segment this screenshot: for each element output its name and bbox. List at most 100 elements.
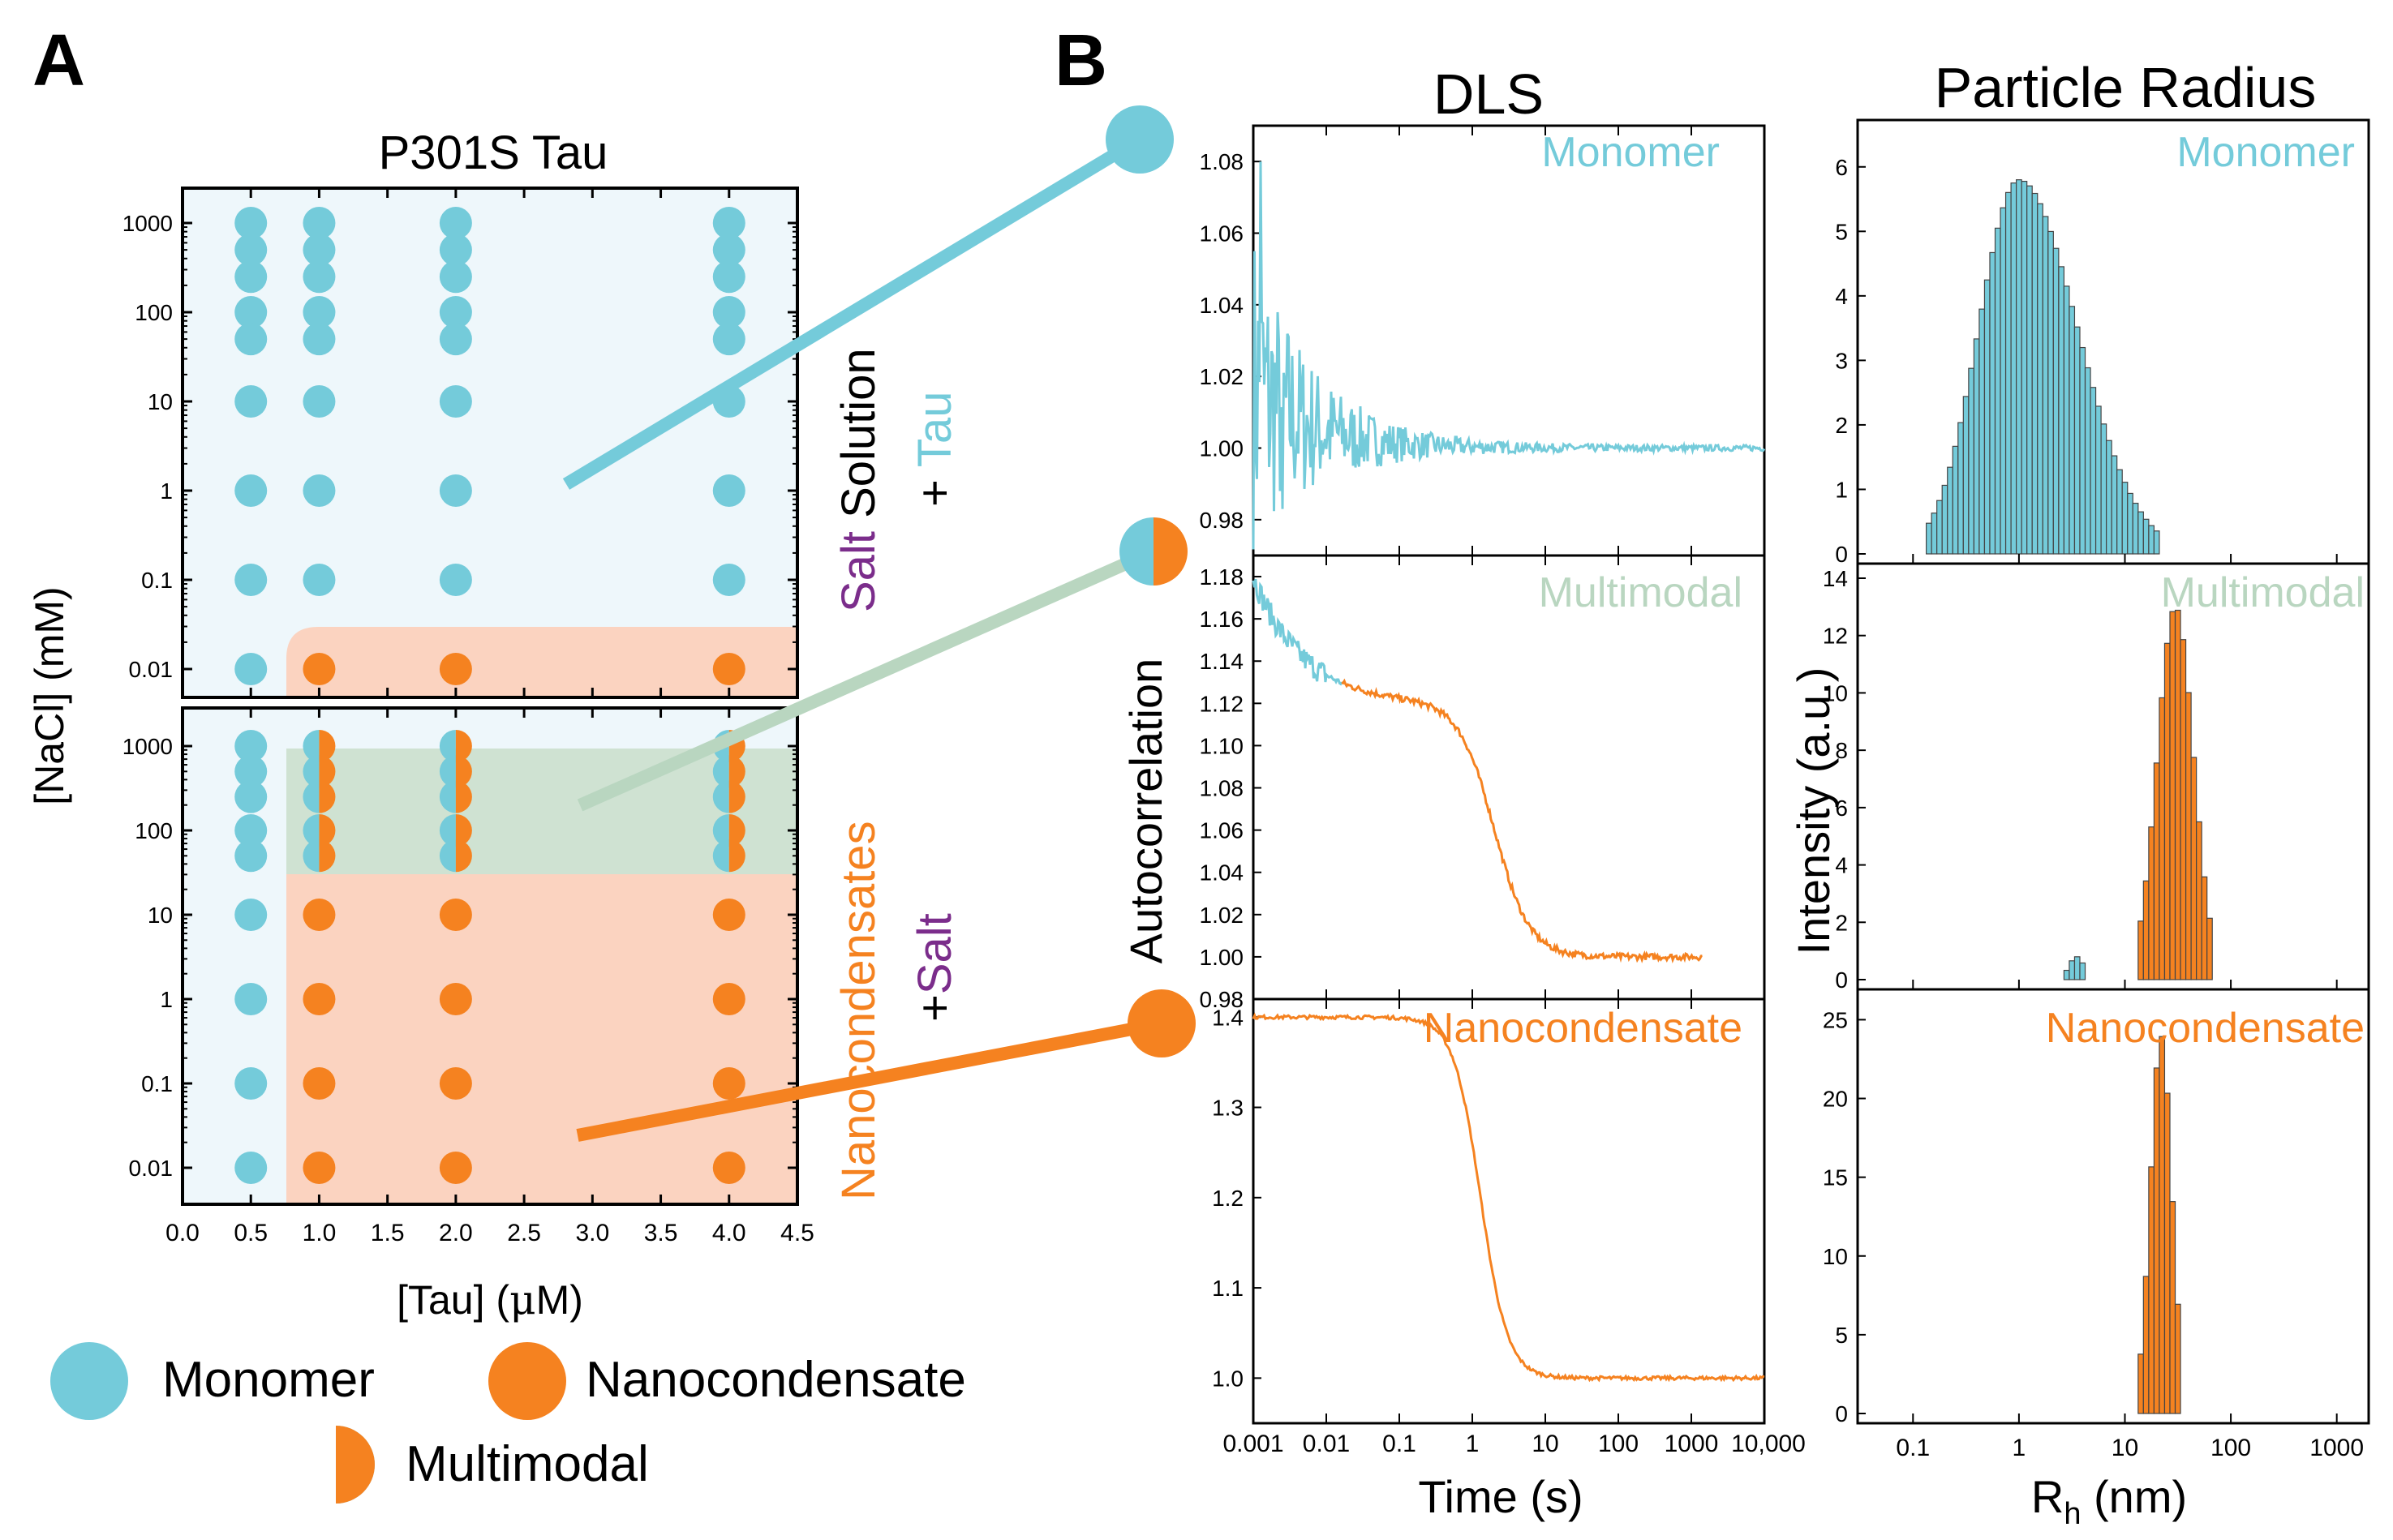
histogram-bar xyxy=(1989,251,1996,555)
radius-label-monomer: Monomer xyxy=(2176,129,2355,176)
histogram-bar xyxy=(1926,522,1932,555)
dls-monomer-curve xyxy=(1252,161,1766,550)
legend-nano-label: Nanocondensate xyxy=(586,1352,966,1408)
radius-ytick-label: 15 xyxy=(1823,1165,1848,1190)
marker-monomer xyxy=(439,296,472,328)
histogram-bar xyxy=(2127,492,2133,555)
histogram-bar xyxy=(2116,469,2123,555)
marker-multimodal-right xyxy=(319,839,336,873)
marker-multimodal-right xyxy=(728,755,745,788)
connectors xyxy=(562,105,1196,1142)
marker-monomer xyxy=(712,296,745,328)
marker-monomer xyxy=(234,260,268,294)
marker-nanocondensate xyxy=(712,1152,745,1184)
histogram-bar xyxy=(2090,387,2097,555)
legend-nano-marker xyxy=(488,1342,566,1420)
histogram-bar xyxy=(2174,609,2181,980)
dls-label-nano: Nanocondensate xyxy=(1424,1005,1742,1052)
histogram-bar xyxy=(2063,969,2070,980)
radius-ytick-label: 1 xyxy=(1835,477,1848,502)
histogram-bar xyxy=(2180,639,2187,980)
radius-ytick-label: 4 xyxy=(1835,853,1848,878)
radius-ytick-label: 5 xyxy=(1835,1323,1848,1348)
bottom-bg-nano-region xyxy=(286,872,797,1204)
dls-label-multimodal: Multimodal xyxy=(1539,569,1742,616)
marker-multimodal-left xyxy=(439,755,456,788)
radius-ytick-label: 4 xyxy=(1835,284,1848,309)
dls-xtick-label: 1 xyxy=(1466,1431,1480,1457)
histogram-bar xyxy=(2196,821,2202,980)
dls-frame xyxy=(1252,997,1766,1425)
side-label-salt-solution: Salt Solution xyxy=(832,348,885,612)
marker-monomer xyxy=(303,323,336,356)
dls-xtick-label: 0.1 xyxy=(1382,1431,1416,1457)
y-tick-label: 100 xyxy=(135,300,173,325)
histogram-bar xyxy=(2137,1353,2144,1414)
marker-monomer xyxy=(234,564,268,596)
radius-ytick-label: 0 xyxy=(1835,542,1848,567)
radius-xtick-label: 1000 xyxy=(2309,1435,2364,1461)
marker-monomer xyxy=(234,983,268,1015)
dls-ytick-label: 1.00 xyxy=(1200,945,1244,970)
marker-monomer xyxy=(712,323,745,356)
histogram-bar xyxy=(2206,917,2213,980)
marker-nanocondensate xyxy=(712,983,745,1015)
dls-xtick-label: 1000 xyxy=(1665,1431,1719,1457)
histogram-bar xyxy=(2169,611,2176,980)
marker-multimodal-right xyxy=(455,730,472,762)
histogram-bar xyxy=(2031,192,2039,555)
histogram-bar xyxy=(2185,692,2192,980)
histogram-bar xyxy=(2069,306,2076,555)
marker-monomer xyxy=(234,385,268,418)
histogram-bar xyxy=(2004,191,2012,555)
marker-nanocondensate xyxy=(303,899,336,931)
histogram-bar xyxy=(2142,880,2150,980)
radius-ytick-label: 20 xyxy=(1823,1087,1848,1112)
histogram-bar xyxy=(2137,920,2144,980)
marker-multimodal-left xyxy=(712,780,729,813)
dls-label-monomer: Monomer xyxy=(1541,129,1720,176)
marker-monomer xyxy=(234,1152,268,1184)
connector-multimodal-dot-left xyxy=(1119,517,1154,586)
radius-ytick-label: 3 xyxy=(1835,348,1848,373)
dls-ytick-label: 1.06 xyxy=(1200,221,1244,247)
radius-ytick-label: 10 xyxy=(1823,680,1848,706)
histogram-bar xyxy=(1941,484,1948,555)
dls-ytick-label: 1.14 xyxy=(1200,649,1244,674)
dls-ytick-label: 1.2 xyxy=(1212,1186,1244,1211)
marker-monomer xyxy=(439,260,472,294)
panel-a-letter: A xyxy=(32,20,85,101)
histogram-bar xyxy=(2190,757,2198,980)
marker-monomer xyxy=(234,899,268,931)
dls-nano-curve xyxy=(1252,1012,1765,1383)
histogram-bar xyxy=(1973,338,1980,555)
radius-ytick-label: 14 xyxy=(1823,566,1848,591)
histogram-bar xyxy=(2094,405,2102,555)
histogram-bar xyxy=(2063,285,2070,555)
marker-monomer xyxy=(234,474,268,507)
histogram-bar xyxy=(2052,247,2060,555)
dls-xtick-label: 0.01 xyxy=(1303,1431,1350,1457)
radius-ytick-label: 0 xyxy=(1835,967,1848,993)
histogram-bar xyxy=(2163,1092,2171,1414)
phase-title: P301S Tau xyxy=(379,127,608,179)
dls-frame xyxy=(1252,124,1766,557)
histogram-bar xyxy=(2021,180,2028,555)
panel-b-letter: B xyxy=(1055,20,1107,101)
histogram-bar xyxy=(2084,367,2091,555)
radius-ytick-label: 2 xyxy=(1835,413,1848,438)
marker-multimodal-right xyxy=(319,755,336,788)
legend-monomer-marker xyxy=(50,1342,128,1420)
y-tick-label: 10 xyxy=(148,389,173,414)
dls-ytick-label: 1.12 xyxy=(1200,691,1244,716)
marker-multimodal-right xyxy=(455,814,472,847)
histogram-bar xyxy=(2016,179,2022,555)
radius-ylabel: Intensity (a.u.) xyxy=(1788,667,1839,955)
marker-monomer xyxy=(234,296,268,328)
marker-nanocondensate xyxy=(303,653,336,685)
marker-monomer xyxy=(712,234,745,267)
dls-ytick-label: 1.08 xyxy=(1200,776,1244,801)
marker-monomer xyxy=(234,323,268,356)
